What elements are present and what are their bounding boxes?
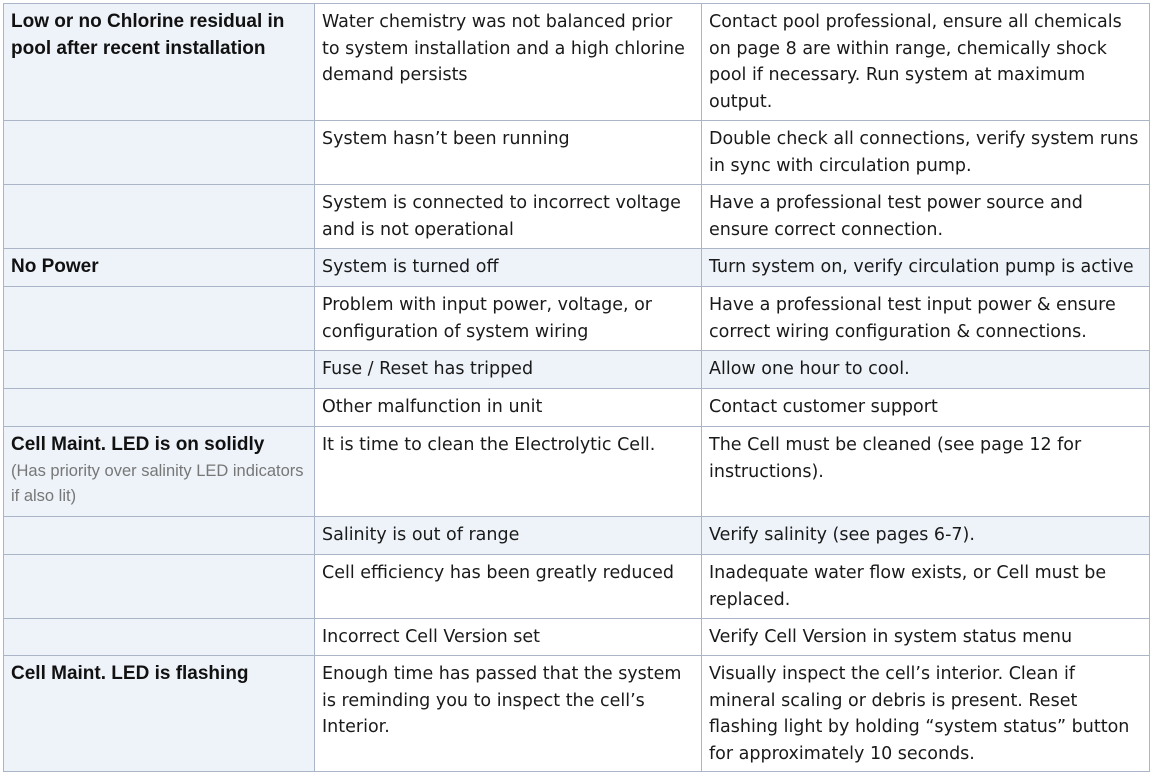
table-row: Low or no Chlorine residual in pool afte… (3, 3, 1150, 121)
table-row: Incorrect Cell Version set Verify Cell V… (3, 618, 1150, 656)
problem-title: Cell Maint. LED is flashing (11, 663, 249, 684)
table-row: Problem with input power, voltage, or co… (3, 286, 1150, 351)
table-row: Fuse / Reset has tripped Allow one hour … (3, 350, 1150, 389)
solution-cell: Contact pool professional, ensure all ch… (701, 3, 1150, 121)
problem-title: Low or no Chlorine residual in pool afte… (11, 11, 285, 59)
solution-cell: The Cell must be cleaned (see page 12 fo… (701, 426, 1150, 517)
solution-cell: Visually inspect the cell’s interior. Cl… (701, 655, 1150, 772)
problem-cell-empty (3, 350, 315, 389)
problem-title: No Power (11, 256, 99, 277)
cause-cell: Enough time has passed that the system i… (314, 655, 702, 772)
cause-cell: System hasn’t been running (314, 120, 702, 185)
solution-cell: Verify salinity (see pages 6-7). (701, 516, 1150, 555)
solution-cell: Verify Cell Version in system status men… (701, 618, 1150, 656)
solution-cell: Contact customer support (701, 388, 1150, 427)
problem-title: Cell Maint. LED is on solidly (11, 434, 265, 455)
cause-cell: System is turned off (314, 248, 702, 287)
solution-cell: Turn system on, verify circulation pump … (701, 248, 1150, 287)
table-row: Cell Maint. LED is flashing Enough time … (3, 655, 1150, 772)
problem-cell: Cell Maint. LED is flashing (3, 655, 315, 772)
problem-cell-empty (3, 286, 315, 351)
solution-cell: Have a professional test input power & e… (701, 286, 1150, 351)
troubleshooting-table: Low or no Chlorine residual in pool afte… (3, 3, 1150, 772)
cause-cell: Other malfunction in unit (314, 388, 702, 427)
solution-cell: Allow one hour to cool. (701, 350, 1150, 389)
problem-note: (Has priority over salinity LED indicato… (11, 461, 304, 505)
problem-cell-empty (3, 618, 315, 656)
table-row: Cell Maint. LED is on solidly (Has priori… (3, 426, 1150, 517)
problem-cell: No Power (3, 248, 315, 287)
cause-cell: Problem with input power, voltage, or co… (314, 286, 702, 351)
table-row: No Power System is turned off Turn syste… (3, 248, 1150, 287)
problem-cell-empty (3, 184, 315, 249)
problem-cell: Cell Maint. LED is on solidly (Has priori… (3, 426, 315, 517)
table-row: Salinity is out of range Verify salinity… (3, 516, 1150, 555)
table-row: System is connected to incorrect voltage… (3, 184, 1150, 249)
table-row: System hasn’t been running Double check … (3, 120, 1150, 185)
problem-cell: Low or no Chlorine residual in pool afte… (3, 3, 315, 121)
table-row: Other malfunction in unit Contact custom… (3, 388, 1150, 427)
table-row: Cell efficiency has been greatly reduced… (3, 554, 1150, 619)
cause-cell: It is time to clean the Electrolytic Cel… (314, 426, 702, 517)
cause-cell: Fuse / Reset has tripped (314, 350, 702, 389)
solution-cell: Double check all connections, verify sys… (701, 120, 1150, 185)
problem-cell-empty (3, 120, 315, 185)
solution-cell: Inadequate water flow exists, or Cell mu… (701, 554, 1150, 619)
cause-cell: System is connected to incorrect voltage… (314, 184, 702, 249)
solution-cell: Have a professional test power source an… (701, 184, 1150, 249)
cause-cell: Salinity is out of range (314, 516, 702, 555)
cause-cell: Incorrect Cell Version set (314, 618, 702, 656)
cause-cell: Cell efficiency has been greatly reduced (314, 554, 702, 619)
problem-cell-empty (3, 388, 315, 427)
problem-cell-empty (3, 516, 315, 555)
cause-cell: Water chemistry was not balanced prior t… (314, 3, 702, 121)
problem-cell-empty (3, 554, 315, 619)
